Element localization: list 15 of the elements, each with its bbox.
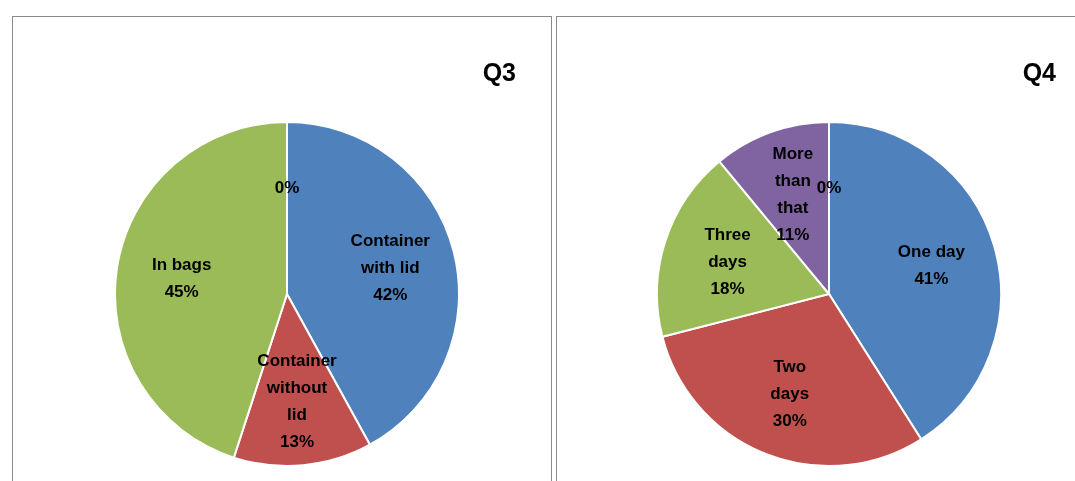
data-label: 13%	[280, 431, 315, 451]
slice-label: One day	[897, 241, 966, 261]
slice-label: Three days	[704, 224, 751, 271]
data-label: 41%	[914, 268, 949, 288]
slice-label: Two days	[770, 356, 810, 403]
data-label: 30%	[772, 410, 807, 430]
chart-title: Q4	[1021, 57, 1056, 87]
data-label: 18%	[710, 278, 745, 298]
data-label: 42%	[373, 284, 408, 304]
slice-label: In bags	[151, 254, 212, 274]
slice-label: More than that	[772, 143, 814, 217]
chart-title: Q3	[481, 57, 516, 87]
data-label: 45%	[164, 281, 199, 301]
slice-label: Container with lid	[350, 230, 431, 277]
text: 0%	[274, 177, 300, 197]
